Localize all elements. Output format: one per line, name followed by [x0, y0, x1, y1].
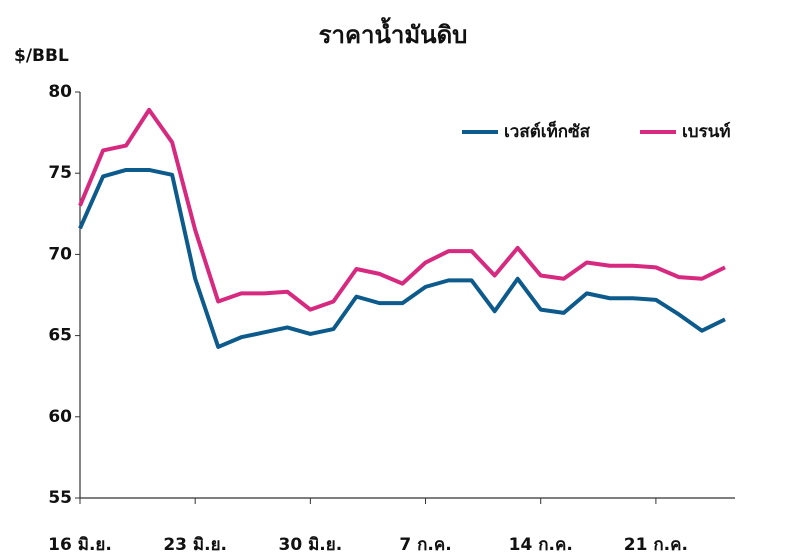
x-tick-label: 7 ก.ค.	[399, 535, 451, 555]
x-tick-label: 23 มิ.ย.	[163, 535, 227, 555]
y-tick-label: 60	[48, 407, 72, 427]
x-tick-label: 21 ก.ค.	[624, 535, 688, 555]
chart-title: ราคาน้ำมันดิบ	[319, 16, 468, 49]
line-series	[78, 167, 726, 349]
x-tick-label: 30 มิ.ย.	[279, 535, 343, 555]
legend-label: เวสต์เท็กซัส	[504, 119, 591, 142]
y-tick-label: 65	[48, 326, 72, 346]
y-tick-label: 75	[48, 163, 72, 183]
legend-label: เบรนท์	[682, 121, 731, 142]
line-series	[78, 107, 726, 312]
y-axis-label: $/BBL	[14, 46, 69, 66]
x-tick-label: 14 ก.ค.	[509, 535, 573, 555]
x-tick-label: 16 มิ.ย.	[48, 535, 112, 555]
y-tick-label: 70	[48, 244, 72, 264]
y-tick-label: 55	[48, 488, 72, 508]
y-tick-label: 80	[48, 82, 72, 102]
